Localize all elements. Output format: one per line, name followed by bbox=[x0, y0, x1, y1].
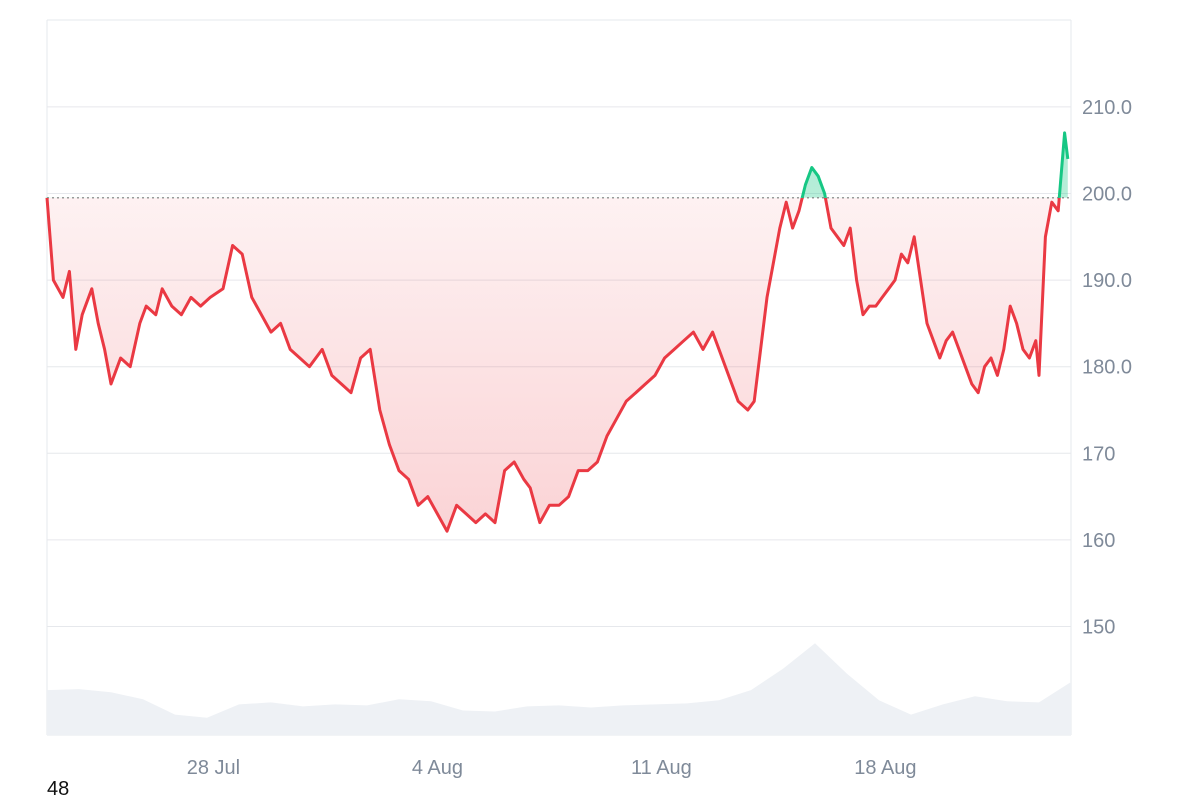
x-tick-label-0: 28 Jul bbox=[187, 757, 240, 779]
volume-area bbox=[47, 643, 1071, 735]
y-tick-label-170: 170 bbox=[1082, 443, 1115, 465]
x-tick-label-3: 18 Aug bbox=[854, 757, 916, 779]
y-tick-label-160: 160 bbox=[1082, 530, 1115, 552]
y-axis-tick-labels: 210.0 200.0 190.0 180.0 170 160 150 bbox=[1082, 97, 1132, 639]
y-tick-label-200: 200.0 bbox=[1082, 184, 1132, 206]
y-tick-label-150: 150 bbox=[1082, 617, 1115, 639]
footer-number: 48 bbox=[47, 778, 70, 800]
price-line bbox=[45, 131, 1070, 533]
x-tick-label-1: 4 Aug bbox=[412, 757, 463, 779]
x-axis-tick-labels: 28 Jul 4 Aug 11 Aug 18 Aug bbox=[187, 757, 917, 779]
y-tick-label-210: 210.0 bbox=[1082, 97, 1132, 119]
y-tick-label-180: 180.0 bbox=[1082, 357, 1132, 379]
price-line-down bbox=[45, 197, 1061, 533]
y-tick-label-190: 190.0 bbox=[1082, 270, 1132, 292]
volume-area-shape bbox=[47, 643, 1071, 735]
price-fill-below-baseline bbox=[47, 197, 1060, 532]
price-fill-above-baseline bbox=[47, 132, 1068, 198]
x-tick-label-2: 11 Aug bbox=[631, 757, 692, 779]
price-fill bbox=[47, 132, 1068, 532]
